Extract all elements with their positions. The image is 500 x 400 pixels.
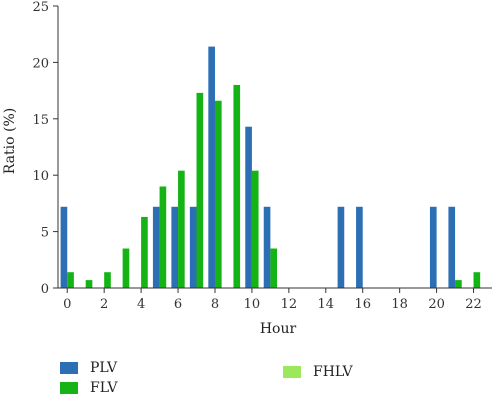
x-tick-label-10: 10 bbox=[244, 297, 261, 312]
y-tick-label-20: 20 bbox=[32, 56, 49, 71]
bar-plv-hour-10 bbox=[245, 126, 252, 288]
y-tick-label-5: 5 bbox=[41, 226, 49, 241]
bar-flv-hour-10 bbox=[251, 170, 259, 288]
legend-label-flv: FLV bbox=[90, 380, 118, 396]
bar-plv-hour-5 bbox=[152, 206, 160, 288]
y-tick-label-15: 15 bbox=[32, 113, 49, 128]
axes bbox=[57, 6, 492, 289]
bar-flv-hour-21 bbox=[455, 280, 462, 288]
bar-flv-hour-3 bbox=[122, 248, 130, 288]
legend-label-plv: PLV bbox=[90, 360, 118, 376]
y-axis-title: Ratio (%) bbox=[2, 108, 18, 174]
bar-plv-hour-6 bbox=[171, 206, 179, 288]
bar-plv-hour-11 bbox=[263, 206, 271, 288]
x-tick-label-2: 2 bbox=[100, 297, 108, 312]
bar-flv-hour-8 bbox=[214, 100, 222, 288]
x-tick-label-20: 20 bbox=[428, 297, 445, 312]
bar-flv-hour-22 bbox=[473, 272, 481, 288]
legend-swatch-flv bbox=[60, 382, 78, 394]
bar-plv-hour-21 bbox=[448, 206, 456, 288]
legend-swatch-plv bbox=[60, 362, 78, 374]
y-tick-label-0: 0 bbox=[41, 282, 49, 297]
x-tick-label-14: 14 bbox=[318, 297, 335, 312]
bar-flv-hour-6 bbox=[178, 170, 185, 288]
bar-plv-hour-0 bbox=[60, 206, 68, 288]
x-tick-label-4: 4 bbox=[137, 297, 145, 312]
x-tick-label-12: 12 bbox=[281, 297, 298, 312]
legend-item-flv: FLV bbox=[60, 380, 117, 396]
legend-swatch-fhlv bbox=[283, 366, 301, 378]
bar-flv-hour-11 bbox=[270, 248, 278, 288]
bar-plv-hour-8 bbox=[208, 46, 215, 288]
x-tick-label-0: 0 bbox=[63, 297, 71, 312]
x-tick-label-18: 18 bbox=[391, 297, 408, 312]
bar-plv-hour-20 bbox=[429, 206, 437, 288]
bar-plv-hour-16 bbox=[356, 206, 363, 288]
ticks-layer: 0 5 10 15 20 25 0 2 4 6 8 10 12 14 16 18 20 22 bbox=[32, 0, 481, 312]
legend-item-fhlv: FHLV bbox=[283, 364, 353, 380]
x-tick-label-8: 8 bbox=[211, 297, 219, 312]
y-tick-label-10: 10 bbox=[32, 169, 49, 184]
x-tick-label-22: 22 bbox=[465, 297, 482, 312]
bar-flv-hour-0 bbox=[67, 272, 74, 288]
bar-flv-hour-1 bbox=[85, 280, 93, 288]
bars-layer bbox=[60, 46, 481, 289]
x-tick-label-16: 16 bbox=[354, 297, 371, 312]
bar-flv-hour-9 bbox=[233, 84, 241, 289]
x-axis-title: Hour bbox=[260, 321, 297, 337]
bar-flv-hour-7 bbox=[196, 92, 204, 288]
bar-plv-hour-7 bbox=[189, 206, 197, 288]
bar-flv-hour-4 bbox=[141, 216, 148, 288]
bar-flv-hour-5 bbox=[159, 186, 167, 288]
bar-flv-hour-2 bbox=[104, 272, 111, 288]
x-tick-label-6: 6 bbox=[174, 297, 182, 312]
legend-item-plv: PLV bbox=[60, 360, 117, 376]
legend-label-fhlv: FHLV bbox=[313, 364, 353, 380]
y-tick-label-25: 25 bbox=[32, 0, 49, 15]
bar-plv-hour-15 bbox=[337, 206, 345, 288]
